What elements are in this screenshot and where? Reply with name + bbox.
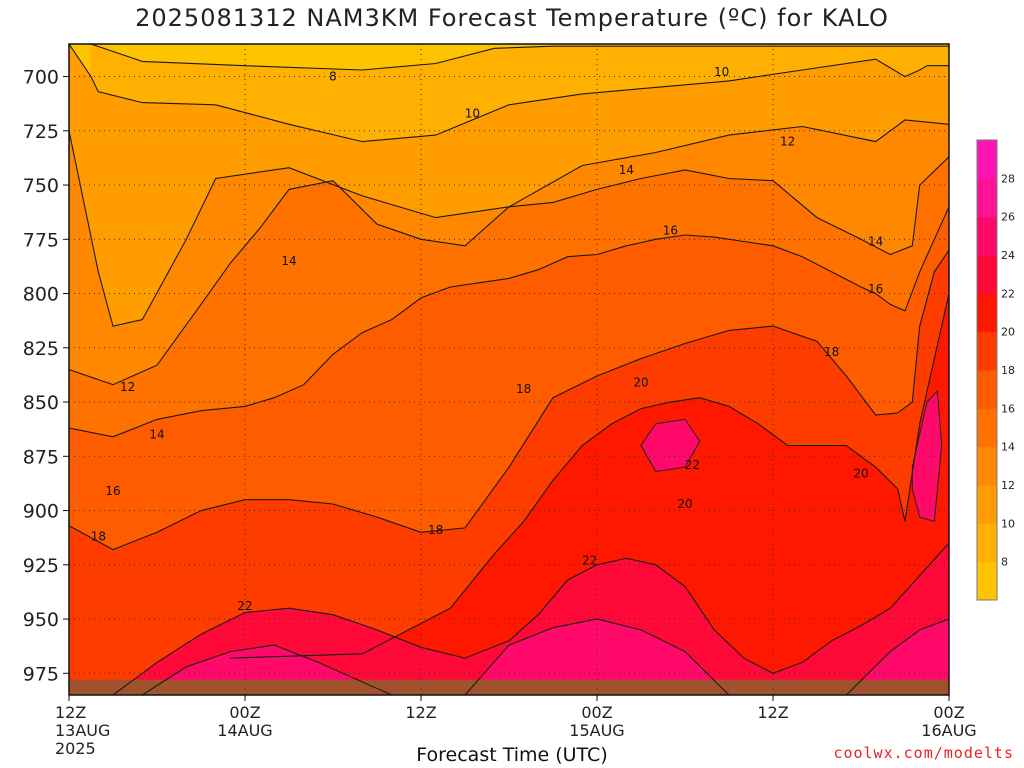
y-tick-label: 900 xyxy=(23,501,59,523)
colorbar-segment xyxy=(977,216,997,256)
y-tick-label: 725 xyxy=(23,121,59,143)
colorbar-label: 10 xyxy=(1001,517,1015,530)
contour-labels: 8 10 10 12 12 14 14 14 14 16 16 16 18 18 18 18 20 20 20 22 2… xyxy=(91,65,884,613)
x-tick-label: 12Z xyxy=(55,703,86,722)
colorbar-frame xyxy=(976,139,998,601)
colorbar-label: 8 xyxy=(1001,556,1008,569)
colorbar-label: 28 xyxy=(1001,172,1015,185)
contour-8 xyxy=(90,44,949,71)
x-tick-label: 12Z xyxy=(757,703,788,722)
colorbar-label: 18 xyxy=(1001,364,1015,377)
y-axis: 700 725 750 775 800 825 850 875 900 925 950 975 xyxy=(23,67,69,685)
temperature-fills xyxy=(69,44,949,695)
contour-label-8: 8 xyxy=(329,70,337,84)
contour-22 xyxy=(112,542,949,695)
colorbar-segment xyxy=(977,370,997,409)
x-tick-label: 12Z xyxy=(405,703,436,722)
x-tick-label: 16AUG xyxy=(921,721,976,740)
contour-label-14: 14 xyxy=(868,234,883,248)
contour-region-22-0 xyxy=(640,418,701,473)
y-tick-label: 775 xyxy=(23,229,59,251)
colorbar-segment xyxy=(977,140,997,179)
contour-label-10: 10 xyxy=(465,106,480,120)
contour-label-10: 10 xyxy=(714,65,729,79)
contour-label-20: 20 xyxy=(633,376,648,390)
y-tick-label: 800 xyxy=(23,284,59,306)
x-axis-label: Forecast Time (UTC) xyxy=(416,744,608,766)
y-tick-label: 950 xyxy=(23,609,59,631)
contour-label-12: 12 xyxy=(120,380,135,394)
y-tick-label: 925 xyxy=(23,555,59,577)
colorbar-label: 14 xyxy=(1001,441,1015,454)
colorbar-segment xyxy=(977,331,997,371)
contour-label-22: 22 xyxy=(582,553,597,567)
colorbar-label: 12 xyxy=(1001,479,1015,492)
x-tick-label: 00Z xyxy=(933,703,964,722)
x-tick-label: 2025 xyxy=(55,739,96,758)
contour-label-18: 18 xyxy=(824,345,839,359)
colorbar-segment xyxy=(977,293,997,333)
x-tick-label: 14AUG xyxy=(217,721,272,740)
contour-label-22: 22 xyxy=(237,599,252,613)
colorbar-segment xyxy=(977,446,997,486)
colorbar-segment xyxy=(977,523,997,563)
y-tick-label: 700 xyxy=(23,67,59,89)
chart-title: 2025081312 NAM3KM Forecast Temperature (… xyxy=(135,4,889,32)
contour-label-16: 16 xyxy=(868,282,883,296)
contour-label-20: 20 xyxy=(677,497,692,511)
contour-region-22-1 xyxy=(911,390,943,523)
band-24 xyxy=(142,619,949,695)
contour-label-12: 12 xyxy=(780,135,795,149)
colorbar: 8 10 12 14 16 18 20 22 24 26 28 xyxy=(976,139,1015,601)
colorbar-label: 26 xyxy=(1001,211,1015,224)
contour-14 xyxy=(69,156,949,386)
contour-label-14: 14 xyxy=(619,163,634,177)
y-tick-label: 975 xyxy=(23,663,59,685)
x-tick-label: 00Z xyxy=(229,703,260,722)
colorbar-segment xyxy=(977,485,997,524)
ground-surface xyxy=(69,679,949,695)
contour-label-14: 14 xyxy=(149,428,164,442)
colorbar-label: 24 xyxy=(1001,249,1015,262)
colorbar-label: 20 xyxy=(1001,326,1015,339)
contour-18 xyxy=(69,249,949,551)
contour-label-18: 18 xyxy=(91,530,106,544)
contour-10 xyxy=(69,44,949,143)
band-20 xyxy=(77,293,949,695)
contour-lines xyxy=(69,44,949,695)
contour-label-14: 14 xyxy=(281,254,296,268)
x-tick-label: 13AUG xyxy=(55,721,110,740)
x-tick-label: 00Z xyxy=(581,703,612,722)
contour-label-16: 16 xyxy=(663,224,678,238)
contour-label-20: 20 xyxy=(853,467,868,481)
contour-label-22: 22 xyxy=(685,458,700,472)
colorbar-segment xyxy=(977,408,997,448)
band-22 xyxy=(113,543,949,695)
surface-strip xyxy=(69,679,949,695)
y-tick-label: 850 xyxy=(23,392,59,414)
contour-20 xyxy=(230,293,949,659)
contour-label-18: 18 xyxy=(428,523,443,537)
contour-24 xyxy=(142,618,949,695)
y-tick-label: 875 xyxy=(23,446,59,468)
colorbar-segment xyxy=(977,178,997,218)
y-tick-label: 750 xyxy=(23,175,59,197)
y-tick-label: 825 xyxy=(23,338,59,360)
colorbar-label: 22 xyxy=(1001,287,1015,300)
contour-16 xyxy=(69,206,949,438)
contour-12 xyxy=(69,119,949,327)
plot-frame xyxy=(68,43,950,696)
x-tick-label: 15AUG xyxy=(569,721,624,740)
colorbar-label: 16 xyxy=(1001,402,1015,415)
colorbar-segment xyxy=(977,561,997,601)
contour-label-16: 16 xyxy=(105,484,120,498)
colorbar-segment xyxy=(977,255,997,294)
contour-label-18: 18 xyxy=(516,382,531,396)
site-credit: coolwx.com/modelts xyxy=(833,744,1014,762)
